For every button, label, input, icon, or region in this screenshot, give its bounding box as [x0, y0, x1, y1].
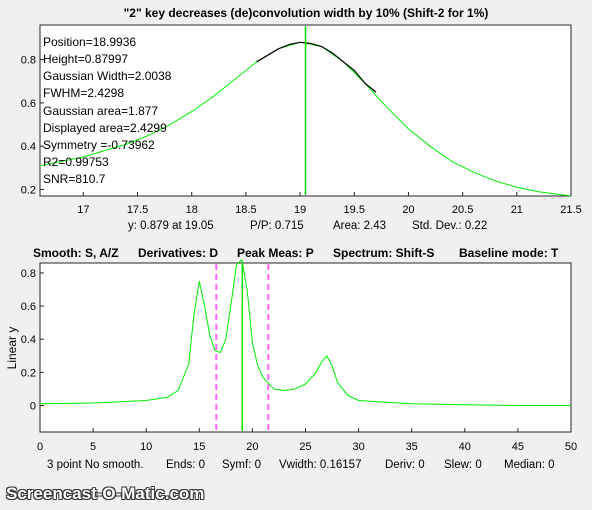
status-pp: P/P: 0.715 [250, 220, 304, 232]
menu-peak-meas: Peak Meas: P [237, 246, 314, 260]
bottom-plot-marks [39, 259, 571, 431]
top-x-tick-label: 21.5 [560, 204, 581, 216]
top-x-tick-label: 17.5 [127, 204, 148, 216]
annotation-snr: SNR=810.7 [43, 172, 106, 186]
top-x-tick-label: 20.5 [452, 204, 473, 216]
status-area: Area: 2.43 [333, 220, 386, 232]
annotation-displayed-area: Displayed area=2.4299 [43, 121, 167, 135]
menu-smooth: Smooth: S, A/Z [33, 246, 119, 260]
top-chart-title: "2" key decreases (de)convolution width … [124, 6, 489, 20]
status-smooth-info: 3 point No smooth. [47, 459, 144, 471]
bottom-axis-ticks: 0 5 10 15 20 25 30 35 40 45 50 0 0.2 0.4 0.6 0.8 [21, 268, 577, 453]
annotation-gaussian-width: Gaussian Width=2.0038 [43, 69, 172, 83]
status-slew: Slew: 0 [444, 459, 482, 471]
bottom-y-tick-label: 0.2 [21, 367, 36, 379]
top-x-tick-label: 17 [77, 204, 89, 216]
bottom-x-tick-label: 30 [352, 441, 364, 453]
bottom-y-tick-label: 0 [30, 400, 36, 412]
bottom-x-tick-label: 5 [90, 441, 96, 453]
bottom-x-tick-label: 40 [459, 441, 471, 453]
top-axis-ticks: 17 17.5 18 18.5 19 19.5 20 20.5 21 21.5 0.2 0.4 0.6 0… [21, 55, 582, 216]
annotation-height: Height=0.87997 [43, 52, 128, 66]
bottom-y-axis-label: Linear y [5, 327, 19, 370]
annotation-position: Position=18.9936 [43, 35, 136, 49]
status-y-at: y: 0.879 at 19.05 [128, 220, 214, 232]
watermark-logo: Screencast-O-Matic.com [6, 484, 205, 503]
menu-derivatives: Derivatives: D [138, 246, 218, 260]
top-y-tick-label: 0.8 [21, 55, 36, 67]
bottom-x-tick-label: 45 [512, 441, 524, 453]
top-y-tick-label: 0.2 [21, 185, 36, 197]
annotation-fwhm: FWHM=2.4298 [43, 86, 124, 100]
bottom-x-tick-label: 10 [140, 441, 152, 453]
annotation-gaussian-area: Gaussian area=1.877 [43, 104, 158, 118]
top-annotations: Position=18.9936 Height=0.87997 Gaussian… [43, 35, 172, 186]
bottom-x-tick-label: 35 [406, 441, 418, 453]
bottom-y-tick-label: 0.6 [21, 301, 36, 313]
annotation-symmetry: Symmetry =-0.73962 [43, 138, 155, 152]
top-y-tick-label: 0.4 [21, 141, 36, 153]
top-fit-series-line [256, 41, 377, 93]
top-status-line: y: 0.879 at 19.05 P/P: 0.715 Area: 2.43 … [128, 220, 487, 232]
top-x-tick-label: 19.5 [344, 204, 365, 216]
bottom-y-tick-label: 0.8 [21, 268, 36, 280]
bottom-x-tick-label: 25 [299, 441, 311, 453]
status-stddev: Std. Dev.: 0.22 [412, 220, 487, 232]
top-y-tick-label: 0.6 [21, 98, 36, 110]
bottom-x-tick-label: 20 [246, 441, 258, 453]
bottom-x-tick-label: 15 [193, 441, 205, 453]
top-x-tick-label: 19 [294, 204, 306, 216]
status-deriv: Deriv: 0 [385, 459, 425, 471]
status-symf: Symf: 0 [222, 459, 261, 471]
bottom-menu-line: Smooth: S, A/Z Derivatives: D Peak Meas:… [33, 246, 559, 260]
top-x-tick-label: 18.5 [235, 204, 256, 216]
bottom-x-tick-label: 50 [565, 441, 577, 453]
bottom-signal-series-line [39, 259, 571, 406]
menu-spectrum: Spectrum: Shift-S [333, 246, 434, 260]
status-median: Median: 0 [504, 459, 555, 471]
status-vwidth: Vwidth: 0.16157 [279, 459, 361, 471]
top-x-tick-label: 21 [511, 204, 523, 216]
top-plot-marks [39, 26, 572, 197]
annotation-r2: R2=0.99753 [43, 155, 109, 169]
bottom-plot-area [39, 262, 572, 433]
top-x-tick-label: 18 [186, 204, 198, 216]
menu-baseline: Baseline mode: T [459, 246, 559, 260]
bottom-status-line: 3 point No smooth. Ends: 0 Symf: 0 Vwidt… [47, 459, 555, 471]
bottom-y-tick-label: 0.4 [21, 334, 36, 346]
status-ends: Ends: 0 [166, 459, 205, 471]
bottom-x-tick-label: 0 [37, 441, 43, 453]
top-x-tick-label: 20 [402, 204, 414, 216]
